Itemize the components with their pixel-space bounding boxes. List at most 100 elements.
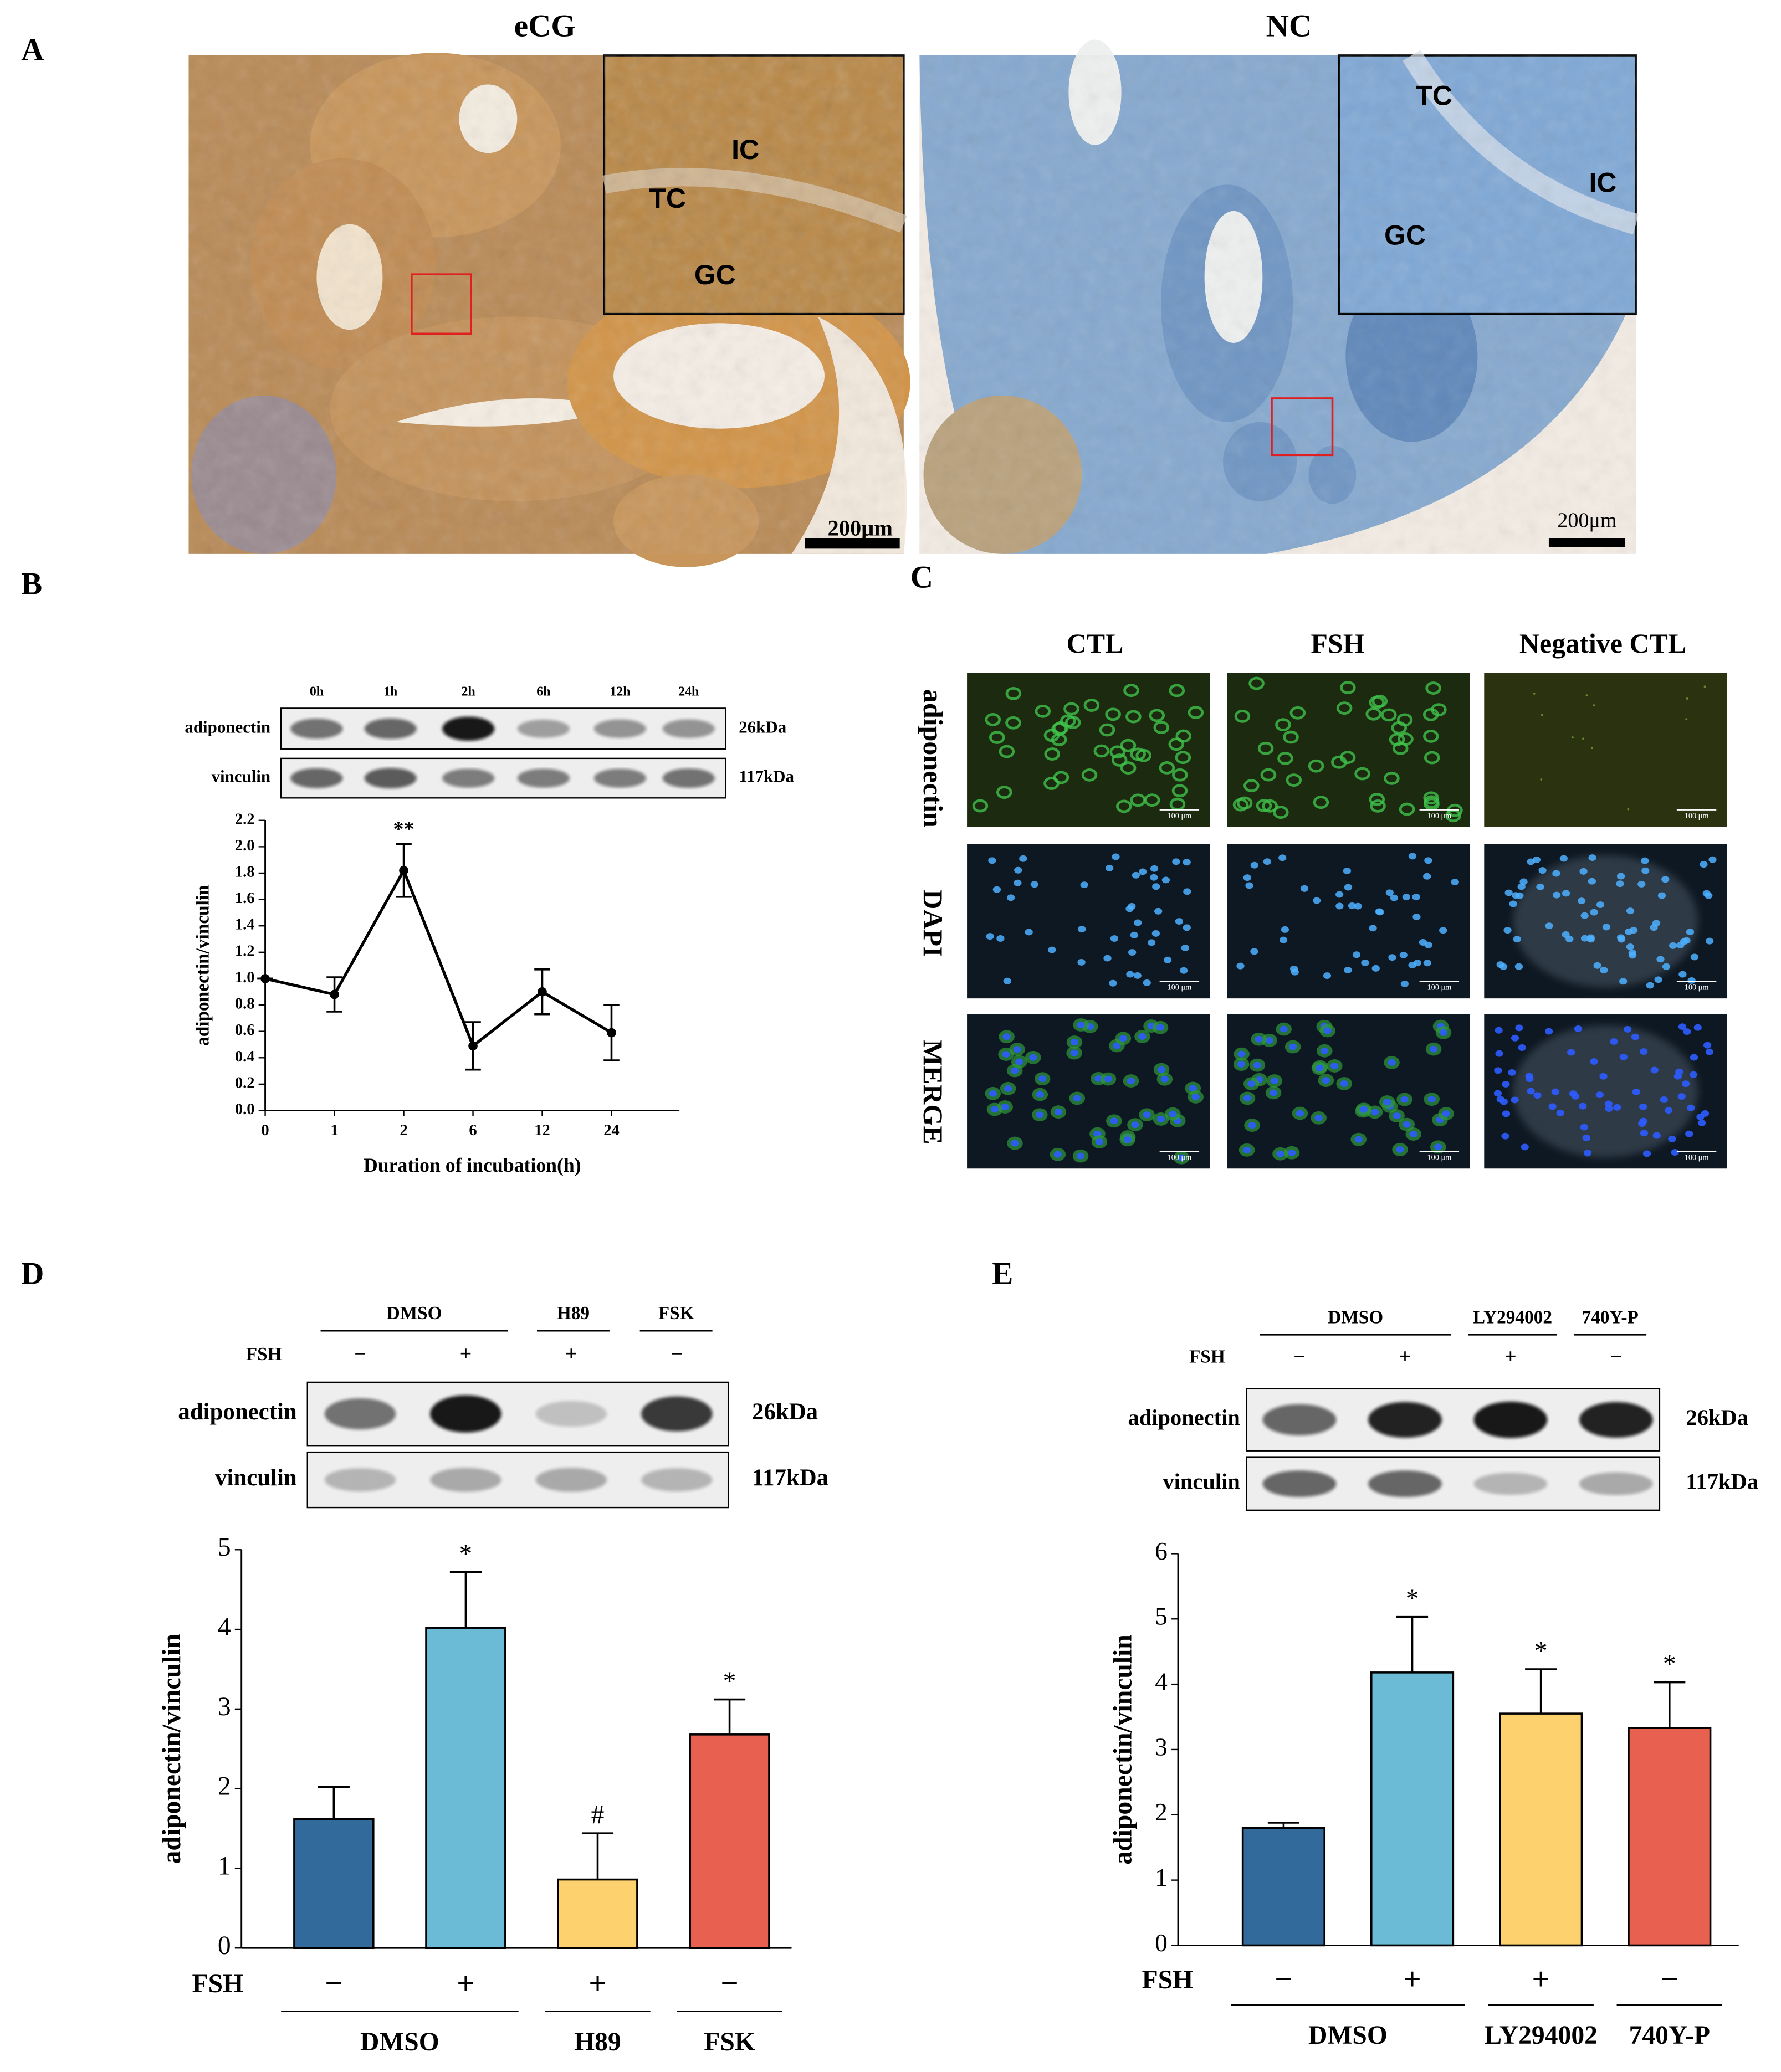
blot-band <box>535 1401 607 1427</box>
cell <box>1175 729 1192 743</box>
nucleus <box>1605 1105 1613 1112</box>
nucleus <box>1399 951 1408 958</box>
nucleus <box>1323 1027 1332 1034</box>
cell <box>1043 729 1060 742</box>
treatment-sign: + <box>1399 1345 1411 1368</box>
nucleus <box>1593 962 1601 969</box>
blot-band <box>641 1396 713 1432</box>
nucleus <box>1126 971 1134 978</box>
cell <box>999 745 1015 758</box>
x-tick-label: + <box>1403 1962 1421 1997</box>
speck <box>1540 778 1543 781</box>
lane-label: 6h <box>536 684 550 699</box>
cell <box>1135 748 1151 762</box>
blot-band <box>1473 1401 1548 1438</box>
nucleus <box>1002 1051 1010 1058</box>
cell <box>1116 799 1132 813</box>
speck <box>1585 694 1588 697</box>
nucleus <box>1408 853 1417 860</box>
x-tick-label: 1 <box>330 1122 338 1139</box>
column-header: CTL <box>1067 628 1124 659</box>
cell <box>1243 779 1260 793</box>
nucleus <box>1150 874 1158 881</box>
nucleus <box>1626 943 1635 951</box>
row-label: MERGE <box>918 1040 949 1145</box>
scale-bar-label: 100 μm <box>1168 1153 1192 1162</box>
y-tick-label: 0.8 <box>235 996 255 1013</box>
nucleus <box>1289 1043 1297 1050</box>
cell <box>1371 694 1388 708</box>
panel-c: CTL FSH Negative CTL adiponectin DAPI ME… <box>918 628 1727 1169</box>
cell <box>1370 799 1386 813</box>
cell <box>1384 771 1400 785</box>
significance: * <box>1534 1637 1548 1665</box>
blot-size-label: 117kDa <box>739 767 794 786</box>
significance: * <box>1406 1584 1419 1613</box>
lane-label: 1h <box>383 684 397 699</box>
nucleus <box>1409 1131 1417 1137</box>
nucleus <box>1013 1046 1021 1053</box>
panel-label: B <box>21 566 42 601</box>
nucleus <box>1626 907 1635 915</box>
nucleus <box>1269 1089 1278 1096</box>
nucleus <box>1494 1067 1502 1074</box>
nucleus <box>1402 894 1410 901</box>
blot-size-label: 117kDa <box>752 1465 828 1491</box>
nucleus <box>1669 942 1677 949</box>
group-label: FSK <box>704 2028 755 2056</box>
nucleus <box>1278 854 1287 861</box>
nucleus <box>1703 1042 1712 1049</box>
nucleus <box>1151 930 1160 937</box>
y-tick-label: 0.4 <box>235 1048 255 1065</box>
blot-band <box>662 719 715 738</box>
nucleus <box>1642 1150 1651 1157</box>
group-label: DMSO <box>1308 2021 1388 2050</box>
nucleus <box>1335 902 1344 910</box>
x-tick-label: + <box>1532 1962 1550 1997</box>
nucleus <box>1138 1033 1147 1040</box>
scale-bar-label: 100 μm <box>1685 812 1709 820</box>
nucleus <box>1583 1150 1592 1157</box>
fluorescence-image: 100 μm <box>1227 844 1470 999</box>
nucleus <box>1610 1038 1618 1045</box>
nucleus <box>1664 1107 1673 1114</box>
nucleus <box>1248 1122 1256 1129</box>
nucleus <box>1237 1061 1246 1068</box>
nucleus <box>1705 1048 1714 1055</box>
nucleus <box>1335 891 1344 898</box>
nucleus <box>1263 858 1271 865</box>
nucleus <box>1025 929 1033 936</box>
nucleus <box>1183 888 1191 895</box>
group-label: 740Y-P <box>1629 2021 1710 2050</box>
nucleus <box>1078 926 1086 933</box>
nucleus <box>1011 1140 1019 1147</box>
cell <box>1081 768 1098 782</box>
nucleus <box>1657 892 1666 899</box>
nucleus <box>1001 1104 1009 1111</box>
nucleus <box>1412 913 1421 920</box>
nucleus <box>1110 1117 1118 1125</box>
nucleus <box>1533 1092 1542 1099</box>
nucleus <box>1279 936 1288 943</box>
nucleus <box>1247 1080 1256 1088</box>
nucleus <box>1175 918 1184 925</box>
nucleus <box>1493 1090 1502 1097</box>
nucleus <box>1677 1093 1686 1100</box>
blot-row-label: adiponectin <box>1128 1405 1240 1430</box>
y-tick-label: 0 <box>1155 1929 1168 1957</box>
nucleus <box>1631 1033 1640 1040</box>
nucleus <box>1652 1132 1661 1139</box>
blot-row-label: adiponectin <box>185 717 270 736</box>
significance: # <box>591 1801 605 1830</box>
cell <box>1286 773 1302 787</box>
blot-band <box>1368 1402 1442 1438</box>
nucleus <box>1619 978 1628 985</box>
nucleus <box>1348 902 1357 909</box>
treatment-sign: − <box>671 1342 683 1366</box>
nucleus <box>1243 874 1251 881</box>
nucleus <box>1189 1085 1197 1092</box>
nucleus <box>1553 891 1561 899</box>
nucleus <box>1180 967 1188 974</box>
nucleus <box>1680 938 1688 945</box>
cell <box>1153 721 1170 734</box>
